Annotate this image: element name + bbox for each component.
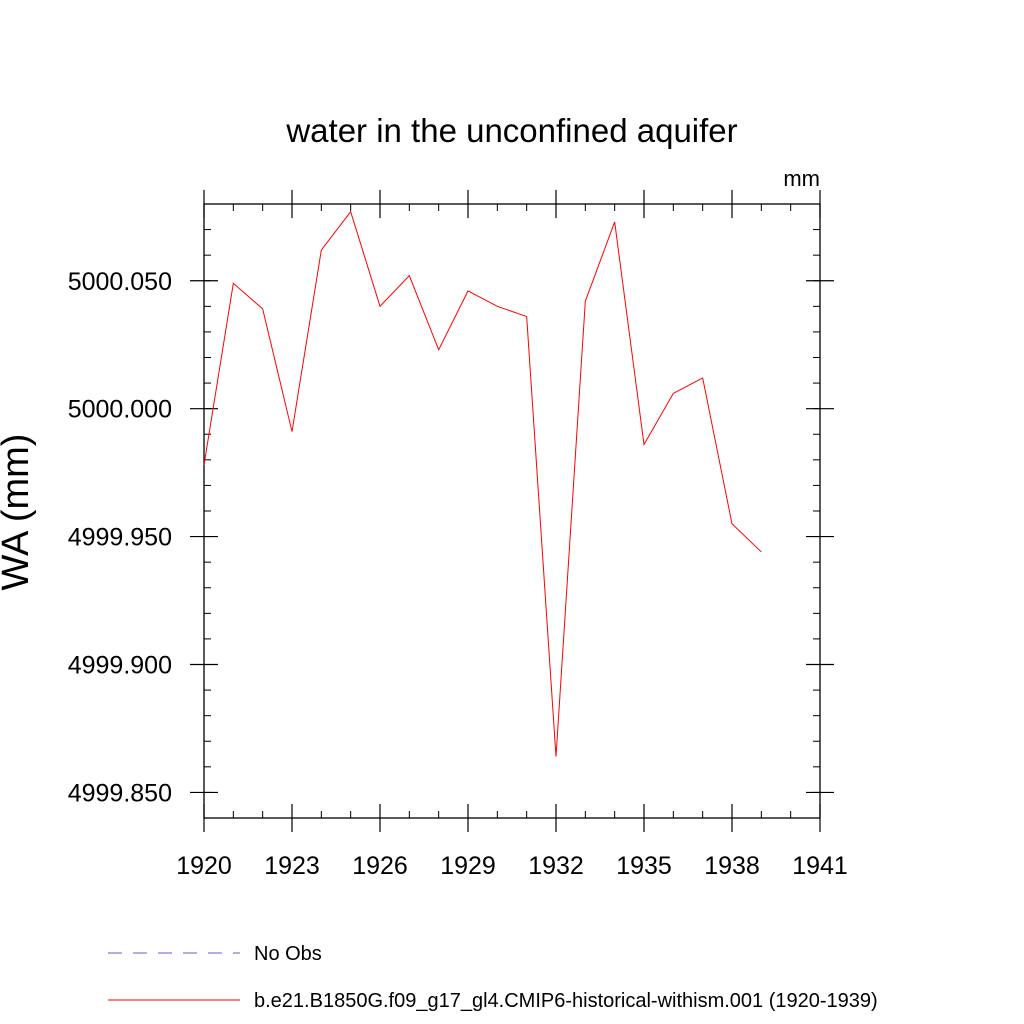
legend: No Obs b.e21.B1850G.f09_g17_gl4.CMIP6-his… [108,943,878,1012]
x-tick-label: 1929 [440,852,496,880]
x-tick-label: 1920 [176,852,232,880]
series-lines [203,210,762,757]
x-tick-label: 1932 [528,852,584,880]
legend-entry: No Obs [254,943,322,965]
plot-frame [203,203,821,819]
tick-labels: 4999.850 4999.900 4999.950 5000.000 5000.050… [68,268,848,880]
x-tick-label: 1938 [704,852,760,880]
y-tick-label: 4999.950 [68,524,172,552]
y-tick-label: 4999.900 [68,652,172,680]
y-axis-label: WA (mm) [0,434,37,591]
units-label: mm [783,166,820,191]
major-ticks [190,190,834,832]
minor-ticks [203,203,821,819]
y-tick-label: 5000.000 [68,396,172,424]
x-tick-label: 1923 [264,852,320,880]
chart-title: water in the unconfined aquifer [285,112,737,149]
series-line [203,210,762,757]
y-tick-label: 4999.850 [68,779,172,807]
x-tick-label: 1926 [352,852,408,880]
legend-entry: b.e21.B1850G.f09_g17_gl4.CMIP6-historica… [254,990,878,1012]
y-tick-label: 5000.050 [68,268,172,296]
x-tick-label: 1941 [792,852,848,880]
x-tick-label: 1935 [616,852,672,880]
